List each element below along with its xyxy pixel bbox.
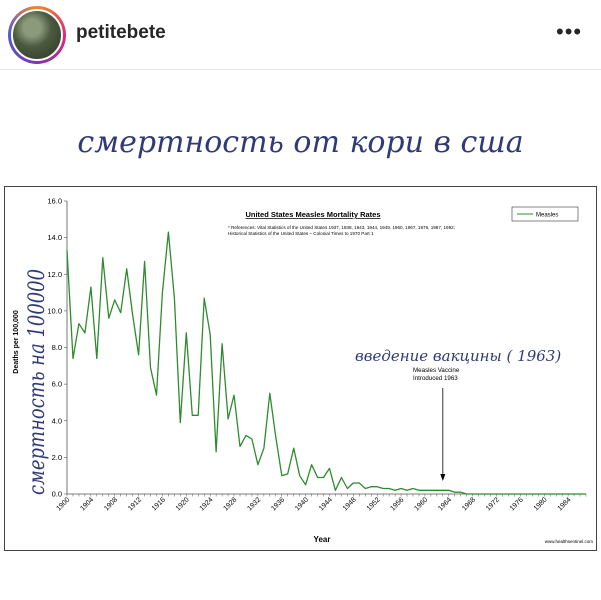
y-tick-label: 6.0 <box>52 380 62 389</box>
legend-box <box>511 206 579 222</box>
references-box: * References: Vital Statistics of the Un… <box>228 225 455 236</box>
x-tick-label: 1908 <box>103 496 119 512</box>
y-tick-label: 8.0 <box>52 343 62 352</box>
handwritten-y-text: смертность на 100000 <box>25 269 50 495</box>
annotation-line1: Measles Vaccine <box>413 367 460 374</box>
y-axis-label: Deaths per 100,000 <box>13 310 20 374</box>
x-tick-label: 1964 <box>437 496 453 512</box>
more-horizontal-icon[interactable]: ••• <box>556 19 583 44</box>
x-tick-label: 1944 <box>318 496 334 512</box>
story-ring[interactable] <box>8 6 66 64</box>
y-tick-label: 2.0 <box>52 453 62 462</box>
x-tick-label: 1932 <box>246 496 262 512</box>
x-tick-label: 1904 <box>79 496 95 512</box>
annotation-line2: Introduced 1963 <box>413 375 458 382</box>
chart-frame <box>4 186 597 551</box>
handwritten-y-overlay: смертность на 100000 <box>25 269 50 495</box>
legend-label: Measles <box>536 213 558 219</box>
y-tick-label: 10.0 <box>47 306 62 315</box>
x-tick-label: 1936 <box>270 496 286 512</box>
x-tick-label: 1916 <box>151 496 167 512</box>
x-tick-label: 1976 <box>509 496 525 512</box>
series-line-measles <box>66 231 586 495</box>
x-tick-label: 1924 <box>199 496 215 512</box>
y-tick-label: 0.0 <box>52 490 62 499</box>
x-tick-label: 1984 <box>557 496 573 512</box>
chart-title: United States Measles Mortality Rates <box>245 210 380 219</box>
x-tick-label: 1920 <box>175 496 191 512</box>
x-tick-label: 1948 <box>342 496 358 512</box>
references-text: * References: Vital Statistics of the Un… <box>228 225 455 236</box>
vaccine-intro-note: введение вакцины ( 1963) <box>355 347 562 365</box>
x-tick-label: 1900 <box>55 496 71 512</box>
x-tick-label: 1928 <box>222 496 238 512</box>
x-tick-label: 1912 <box>127 496 143 512</box>
x-tick-label: 1940 <box>294 496 310 512</box>
x-axis-label: Year <box>314 535 331 544</box>
x-tick-label: 1968 <box>461 496 477 512</box>
y-tick-label: 16.0 <box>47 197 62 206</box>
avatar[interactable] <box>11 9 63 61</box>
x-tick-label: 1980 <box>533 496 549 512</box>
username[interactable]: petitebete <box>76 22 166 43</box>
source-label: www.healthsentinel.com <box>545 539 594 544</box>
y-tick-label: 14.0 <box>47 233 62 242</box>
x-tick-label: 1956 <box>390 496 406 512</box>
x-tick-label: 1972 <box>485 496 501 512</box>
post-image-title: смертность от кори в сша <box>77 125 524 160</box>
post-header: petitebete ••• <box>0 0 601 70</box>
x-tick-label: 1960 <box>413 496 429 512</box>
y-tick-label: 12.0 <box>47 270 62 279</box>
y-tick-label: 4.0 <box>52 416 62 425</box>
x-tick-label: 1952 <box>366 496 382 512</box>
annotation-arrowhead <box>440 474 446 481</box>
